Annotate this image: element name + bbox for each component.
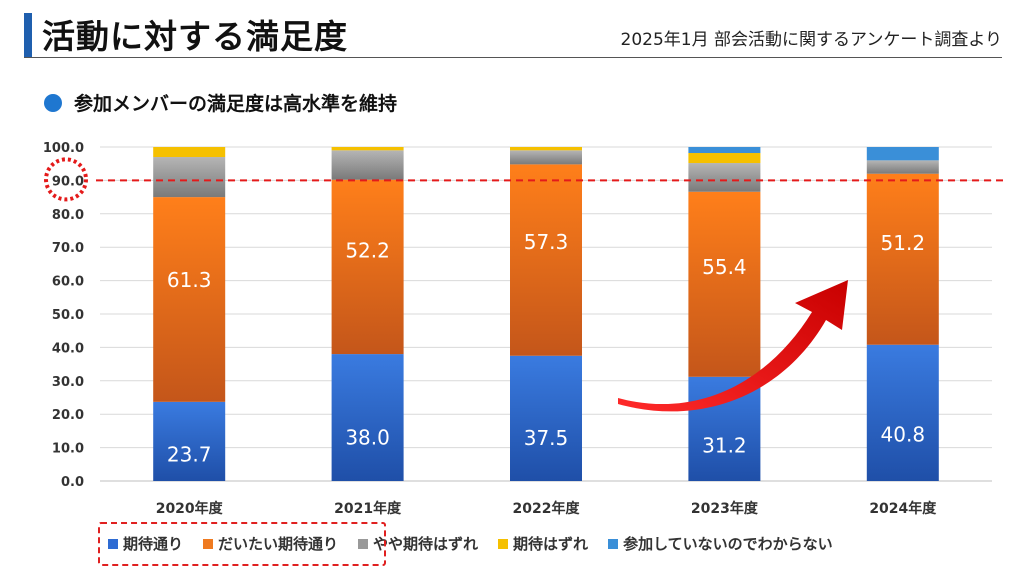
bar-segment xyxy=(688,163,761,192)
legend-label: やや期待はずれ xyxy=(373,535,479,553)
legend-highlight-box xyxy=(98,522,386,566)
title-accent-bar xyxy=(24,13,32,57)
bar-segment xyxy=(153,197,226,402)
subtitle-text: 参加メンバーの満足度は高水準を維持 xyxy=(74,93,398,115)
legend-item: 参加していないのでわからない xyxy=(608,533,833,554)
data-label: 61.3 xyxy=(167,268,212,292)
data-label: 40.8 xyxy=(881,422,926,446)
reference-line-group xyxy=(44,157,1005,202)
bar-segment xyxy=(331,147,404,151)
legend-swatch xyxy=(608,538,619,549)
y-tick-label: 30.0 xyxy=(52,375,84,390)
bar-segment xyxy=(331,354,404,481)
legend-label: 期待通り xyxy=(123,535,184,553)
data-label: 23.7 xyxy=(167,442,212,466)
data-label: 55.4 xyxy=(702,255,747,279)
y-tick-label: 20.0 xyxy=(52,408,84,423)
x-axis-ticks: 2020年度 2021年度 2022年度 2023年度 2024年度 xyxy=(156,500,938,517)
y-tick-label: 80.0 xyxy=(52,208,84,223)
data-label: 51.2 xyxy=(881,231,926,255)
data-label: 57.3 xyxy=(524,230,569,254)
y-axis-ticks: 0.0 10.0 20.0 30.0 40.0 50.0 60.0 70.0 80.0 90.0 1… xyxy=(43,141,84,490)
bar-segment xyxy=(688,147,761,154)
y-tick-label: 40.0 xyxy=(52,341,84,356)
title-divider xyxy=(24,57,1002,58)
source-note: 2025年1月 部会活動に関するアンケート調査より xyxy=(620,30,1002,50)
y-tick-label: 0.0 xyxy=(61,475,84,490)
legend: 期待通り だいたい期待通り やや期待はずれ 期待はずれ 参加していないのでわからない xyxy=(108,533,853,554)
bars xyxy=(153,147,939,481)
legend-item: やや期待はずれ xyxy=(358,533,478,554)
data-label: 52.2 xyxy=(345,238,390,262)
page-title: 活動に対する満足度 xyxy=(42,17,348,56)
y-tick-label: 100.0 xyxy=(43,141,84,156)
x-tick-label: 2020年度 xyxy=(156,500,224,517)
legend-item: 期待はずれ xyxy=(498,533,588,554)
bar-segment xyxy=(153,147,226,158)
bar-segment xyxy=(510,355,582,481)
x-tick-label: 2024年度 xyxy=(869,500,937,517)
legend-swatch xyxy=(498,538,509,549)
legend-item: だいたい期待通り xyxy=(203,533,338,554)
bar-segment xyxy=(688,191,761,377)
bar-segment xyxy=(866,160,939,174)
legend-label: 参加していないのでわからない xyxy=(623,535,833,553)
legend-swatch xyxy=(358,538,369,549)
bar-segment xyxy=(866,147,939,161)
bar-segment xyxy=(866,173,939,345)
legend-swatch xyxy=(203,538,214,549)
bar-segment xyxy=(510,164,582,356)
data-label: 38.0 xyxy=(345,426,390,450)
bar-segment xyxy=(510,150,582,165)
y-tick-label: 90.0 xyxy=(52,174,84,189)
y-tick-label: 10.0 xyxy=(52,442,84,457)
data-labels: 23.7 61.3 38.0 52.2 37.5 57.3 31.2 55.4 40.8 51.2 xyxy=(167,230,925,466)
bar-segment xyxy=(331,179,404,355)
data-label: 31.2 xyxy=(702,434,747,458)
y-tick-label: 70.0 xyxy=(52,241,84,256)
legend-label: 期待はずれ xyxy=(513,535,589,553)
bar-segment xyxy=(688,153,761,164)
x-tick-label: 2022年度 xyxy=(513,500,581,517)
trend-arrow-icon xyxy=(618,280,848,412)
bar-segment xyxy=(153,401,226,481)
bar-segment xyxy=(331,150,404,180)
highlight-circle xyxy=(44,157,88,202)
bar-segment xyxy=(153,157,226,198)
legend-swatch xyxy=(108,538,118,549)
bullet-icon xyxy=(44,93,62,112)
x-tick-label: 2023年度 xyxy=(691,500,759,517)
y-tick-label: 50.0 xyxy=(52,308,84,323)
data-label: 37.5 xyxy=(524,426,569,450)
y-tick-label: 60.0 xyxy=(52,275,84,290)
subtitle: 参加メンバーの満足度は高水準を維持 xyxy=(44,89,397,116)
legend-label: だいたい期待通り xyxy=(218,535,339,553)
bar-segment xyxy=(866,344,939,481)
x-tick-label: 2021年度 xyxy=(334,500,402,517)
legend-item: 期待通り xyxy=(108,533,183,554)
bar-segment xyxy=(510,147,582,151)
